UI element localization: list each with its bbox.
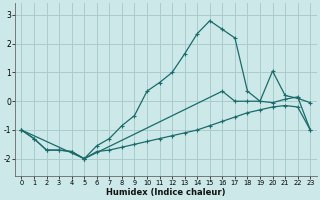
X-axis label: Humidex (Indice chaleur): Humidex (Indice chaleur) — [106, 188, 226, 197]
